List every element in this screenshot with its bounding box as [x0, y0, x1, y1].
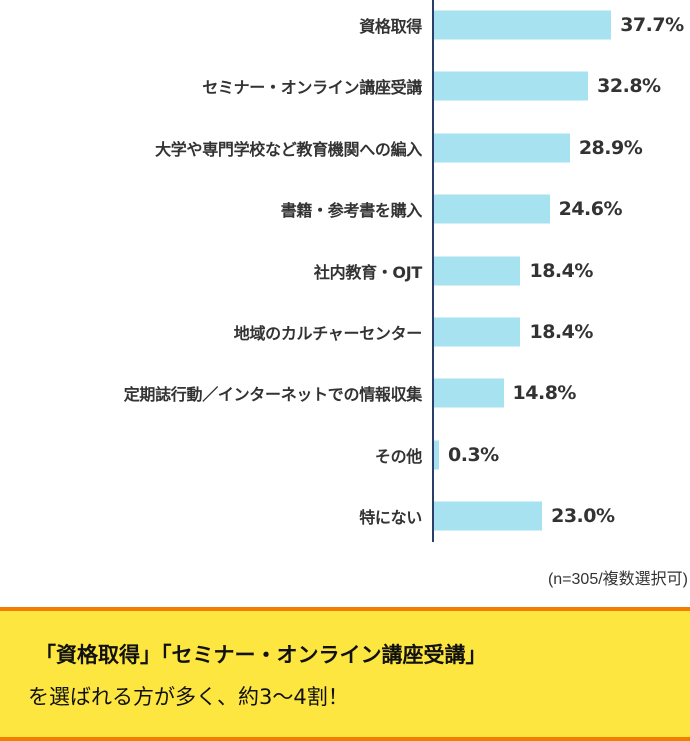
value-label: 14.8%	[512, 382, 577, 405]
bar	[434, 378, 504, 408]
bar	[434, 501, 543, 531]
bar	[434, 133, 570, 163]
bar	[434, 194, 550, 224]
category-label: 社内教育・OJT	[313, 262, 422, 282]
summary-box: 「資格取得」「セミナー・オンライン講座受講」 を選ばれる方が多く、約3〜4割！	[0, 607, 690, 741]
value-label: 37.7%	[620, 14, 684, 36]
category-label: その他	[374, 446, 422, 466]
value-label: 28.9%	[578, 136, 643, 159]
summary-line-1: 「資格取得」「セミナー・オンライン講座受講」	[35, 643, 487, 667]
category-label: 地域のカルチャーセンター	[233, 324, 423, 343]
bar	[434, 71, 589, 101]
category-label: 資格取得	[359, 17, 422, 36]
bar	[434, 440, 439, 470]
value-label: 23.0%	[551, 505, 615, 528]
value-label: 18.4%	[529, 259, 593, 282]
value-label: 24.6%	[558, 198, 623, 221]
category-label: セミナー・オンライン講座受講	[202, 78, 422, 98]
summary-line-2: を選ばれる方が多く、約3〜4割！	[28, 685, 349, 709]
category-label: 定期誌行動／インターネットでの情報収集	[123, 385, 423, 405]
value-label: 18.4%	[529, 321, 593, 343]
category-label: 特にない	[359, 508, 422, 528]
value-label: 32.8%	[597, 75, 661, 98]
bar	[434, 317, 521, 347]
y-axis-line	[432, 0, 434, 542]
category-label: 書籍・参考書を購入	[280, 201, 423, 221]
bar	[434, 256, 521, 286]
bar	[434, 10, 612, 40]
sample-note: (n=305/複数選択可)	[547, 571, 688, 588]
bar-chart: 資格取得 37.7% セミナー・オンライン講座受講 32.8% 大学や専門学校など教育機…	[123, 0, 684, 542]
value-label: 0.3%	[448, 443, 499, 466]
category-label: 大学や専門学校など教育機関への編入	[155, 139, 422, 159]
